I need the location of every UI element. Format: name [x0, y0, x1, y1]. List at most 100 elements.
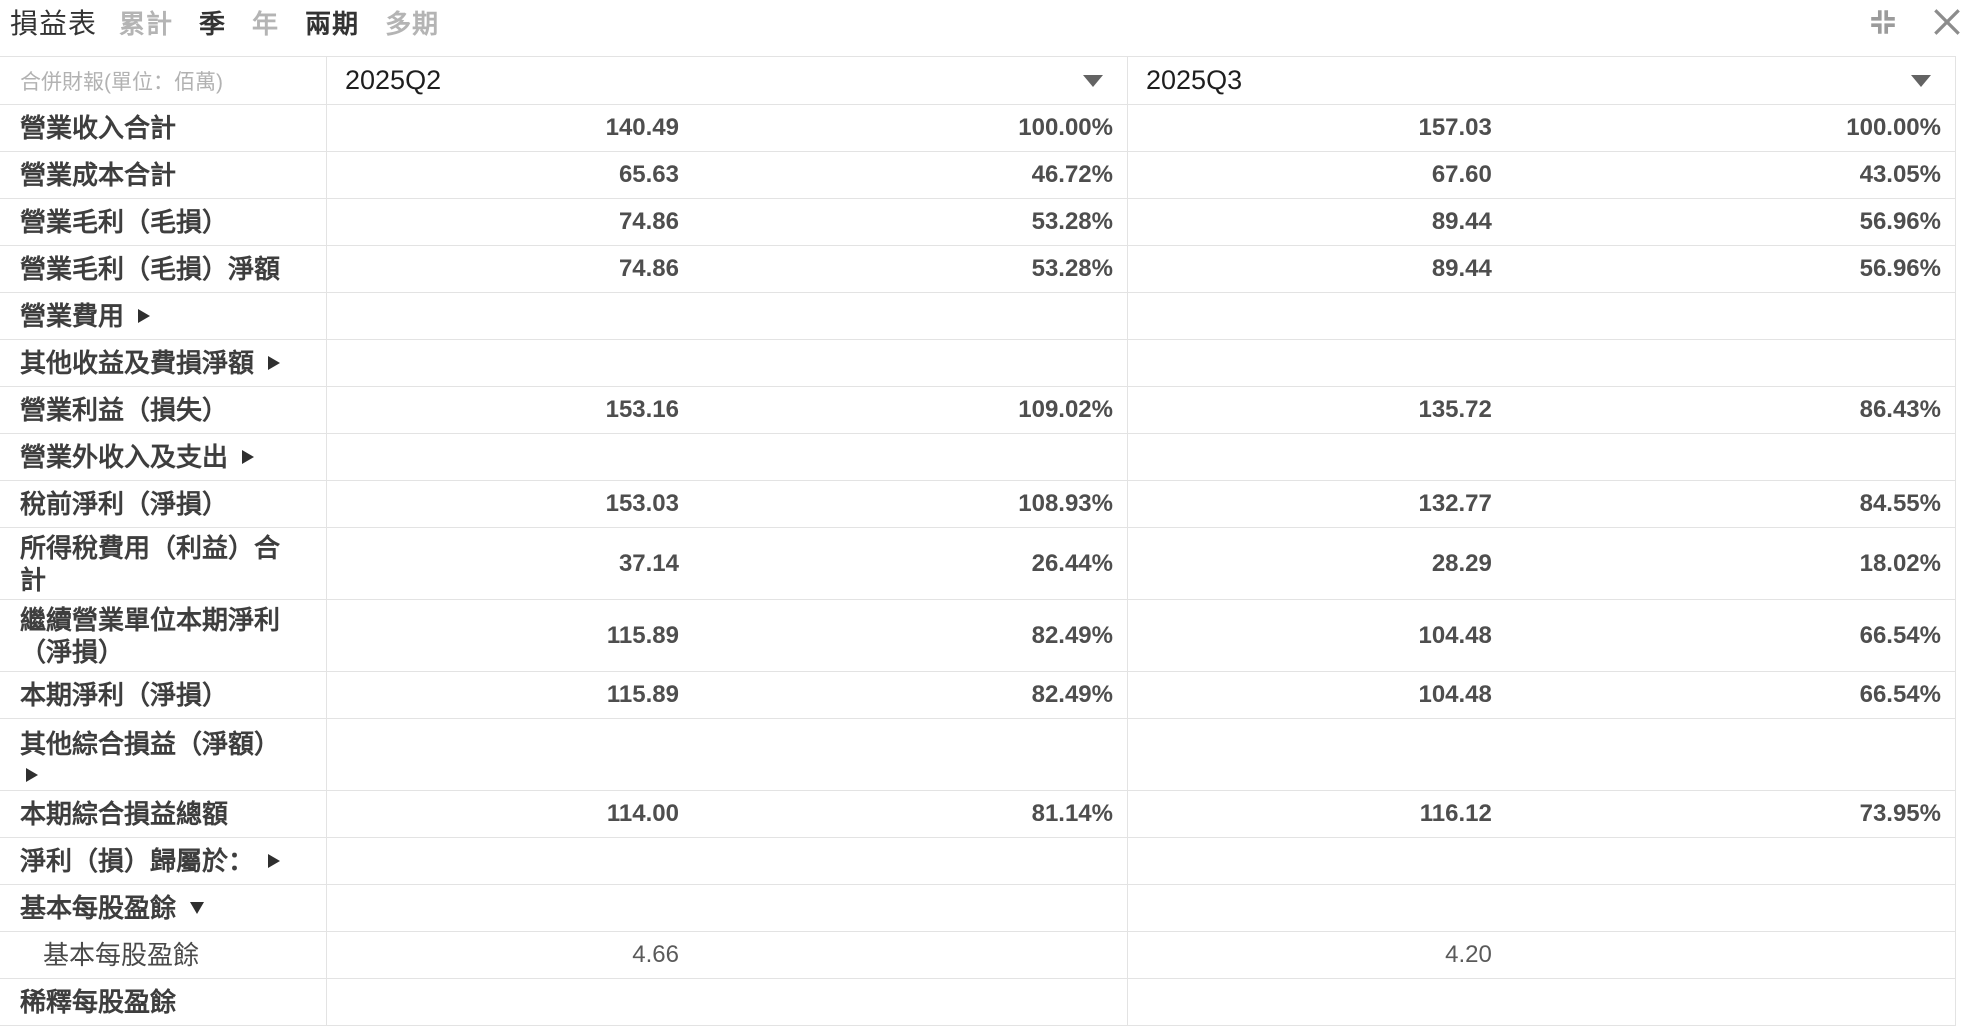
percent-value: 73.95% [1859, 800, 1941, 827]
row-label-cell: 營業毛利（毛損）淨額 [0, 246, 327, 292]
chevron-down-icon[interactable] [1911, 74, 1931, 87]
value-cell-2025Q2 [327, 434, 1128, 480]
chevron-down-icon[interactable] [1083, 74, 1103, 87]
tab-year[interactable]: 年 [252, 8, 280, 39]
triangle-right-icon [242, 450, 255, 464]
percent-value: 53.28% [1031, 208, 1113, 235]
amount-value: 37.14 [618, 549, 679, 577]
tab-quarter[interactable]: 季 [199, 8, 227, 39]
value-cell-2025Q3: 4.20 [1128, 932, 1956, 978]
row-label: 本期綜合損益總額 [20, 799, 229, 829]
amount-value: 135.72 [1418, 396, 1492, 423]
row-label: 淨利（損）歸屬於： [20, 846, 255, 876]
row-label: 其他收益及費損淨額 [20, 348, 255, 378]
unit-label: 合併財報(單位：佰萬) [20, 70, 223, 94]
table-row-non-operating-income-expenses: 營業外收入及支出 [0, 434, 1956, 481]
amount-value: 153.03 [605, 490, 679, 517]
table-row-diluted-eps: 稀釋每股盈餘 [0, 979, 1956, 1026]
triangle-right-icon [268, 854, 281, 868]
row-label: 基本每股盈餘 [20, 893, 177, 923]
value-cell-2025Q3: 89.44 56.96% [1128, 246, 1956, 292]
amount-value: 28.29 [1431, 549, 1492, 577]
amount-value: 153.16 [605, 396, 679, 423]
table-row-basic-eps: 基本每股盈餘 4.66 4.20 [0, 932, 1956, 979]
row-label-cell[interactable]: 營業費用 [0, 293, 327, 339]
table-row-total-comprehensive-income: 本期綜合損益總額 114.00 81.14% 116.12 73.95% [0, 791, 1956, 838]
row-label-cell: 營業收入合計 [0, 105, 327, 151]
table-row-gross-profit: 營業毛利（毛損） 74.86 53.28% 89.44 56.96% [0, 199, 1956, 246]
amount-value: 116.12 [1419, 800, 1492, 827]
tab-two-period[interactable]: 兩期 [305, 8, 360, 39]
row-label: 營業毛利（毛損） [20, 207, 229, 237]
row-label: 繼續營業單位本期淨利（淨損） [20, 604, 281, 667]
row-label: 稅前淨利（淨損） [20, 489, 229, 519]
row-label: 稀釋每股盈餘 [20, 987, 177, 1017]
table-row-operating-expenses: 營業費用 [0, 293, 1956, 340]
row-label-cell: 營業利益（損失） [0, 387, 327, 433]
amount-value: 132.77 [1418, 490, 1492, 517]
column-header-2025q3[interactable]: 2025Q3 [1128, 57, 1956, 104]
row-label-cell[interactable]: 其他綜合損益（淨額） [0, 719, 327, 790]
percent-value: 18.02% [1859, 549, 1941, 577]
tab-cumulative[interactable]: 累計 [119, 8, 174, 39]
amount-value: 140.49 [605, 114, 679, 141]
percent-value: 84.55% [1859, 490, 1941, 517]
value-cell-2025Q3 [1128, 293, 1956, 339]
close-icon[interactable] [1930, 5, 1964, 39]
collapse-arrow-icon[interactable] [190, 902, 205, 914]
table-row-other-income-expenses-net: 其他收益及費損淨額 [0, 340, 1956, 387]
row-label-cell[interactable]: 淨利（損）歸屬於： [0, 838, 327, 884]
column-label: 2025Q2 [345, 65, 442, 95]
table-header-row: 合併財報(單位：佰萬) 2025Q2 2025Q3 [0, 57, 1956, 105]
column-label: 2025Q3 [1146, 65, 1243, 95]
table-row-income-tax-expense-total: 所得稅費用（利益）合計 37.14 26.44% 28.29 18.02% [0, 528, 1956, 600]
value-cell-2025Q3: 157.03 100.00% [1128, 105, 1956, 151]
row-label: 營業成本合計 [20, 160, 177, 190]
expand-arrow-icon[interactable] [268, 854, 281, 868]
row-label-cell: 營業毛利（毛損） [0, 199, 327, 245]
tab-multi-period[interactable]: 多期 [385, 8, 440, 39]
expand-arrow-icon[interactable] [242, 450, 255, 464]
row-label: 基本每股盈餘 [43, 940, 200, 970]
expand-arrow-icon[interactable] [268, 356, 281, 370]
income-statement-table: 合併財報(單位：佰萬) 2025Q2 2025Q3 營業收入合計 140.49 10… [0, 56, 1956, 1026]
value-cell-2025Q2 [327, 340, 1128, 386]
value-cell-2025Q3: 132.77 84.55% [1128, 481, 1956, 527]
row-label-cell[interactable]: 基本每股盈餘 [0, 885, 327, 931]
row-label-cell: 本期淨利（淨損） [0, 672, 327, 718]
value-cell-2025Q2 [327, 719, 1128, 790]
column-header-2025q2[interactable]: 2025Q2 [327, 57, 1128, 104]
percent-value: 82.49% [1031, 621, 1113, 649]
table-row-net-income-attributable-to: 淨利（損）歸屬於： [0, 838, 1956, 885]
compress-icon[interactable] [1866, 5, 1900, 39]
row-label-cell: 營業成本合計 [0, 152, 327, 198]
unit-header-cell: 合併財報(單位：佰萬) [0, 57, 327, 104]
value-cell-2025Q2: 65.63 46.72% [327, 152, 1128, 198]
table-body: 營業收入合計 140.49 100.00% 157.03 100.00% 營業成本合計 65… [0, 105, 1956, 1026]
table-row-total-operating-costs: 營業成本合計 65.63 46.72% 67.60 43.05% [0, 152, 1956, 199]
amount-value: 157.03 [1418, 114, 1492, 141]
amount-value: 89.44 [1431, 208, 1492, 235]
value-cell-2025Q3 [1128, 719, 1956, 790]
table-row-other-comprehensive-income-net: 其他綜合損益（淨額） [0, 719, 1956, 791]
amount-value: 115.89 [606, 621, 679, 649]
value-cell-2025Q2: 115.89 82.49% [327, 600, 1128, 671]
row-label-cell[interactable]: 其他收益及費損淨額 [0, 340, 327, 386]
percent-value: 66.54% [1859, 621, 1941, 649]
row-label-cell: 本期綜合損益總額 [0, 791, 327, 837]
table-row-operating-income: 營業利益（損失） 153.16 109.02% 135.72 86.43% [0, 387, 1956, 434]
row-label-cell[interactable]: 營業外收入及支出 [0, 434, 327, 480]
value-cell-2025Q2: 140.49 100.00% [327, 105, 1128, 151]
page-title: 損益表 [10, 8, 98, 39]
amount-value: 104.48 [1418, 621, 1492, 649]
percent-value: 43.05% [1859, 161, 1941, 188]
value-cell-2025Q2 [327, 838, 1128, 884]
row-label: 營業毛利（毛損）淨額 [20, 254, 281, 284]
row-label: 營業外收入及支出 [20, 442, 229, 472]
row-label: 其他綜合損益（淨額） [20, 728, 281, 759]
triangle-down-icon [190, 902, 205, 914]
topbar-icons [1866, 5, 1964, 39]
expand-arrow-icon[interactable] [26, 767, 314, 782]
percent-value: 100.00% [1846, 114, 1941, 141]
expand-arrow-icon[interactable] [138, 309, 151, 323]
